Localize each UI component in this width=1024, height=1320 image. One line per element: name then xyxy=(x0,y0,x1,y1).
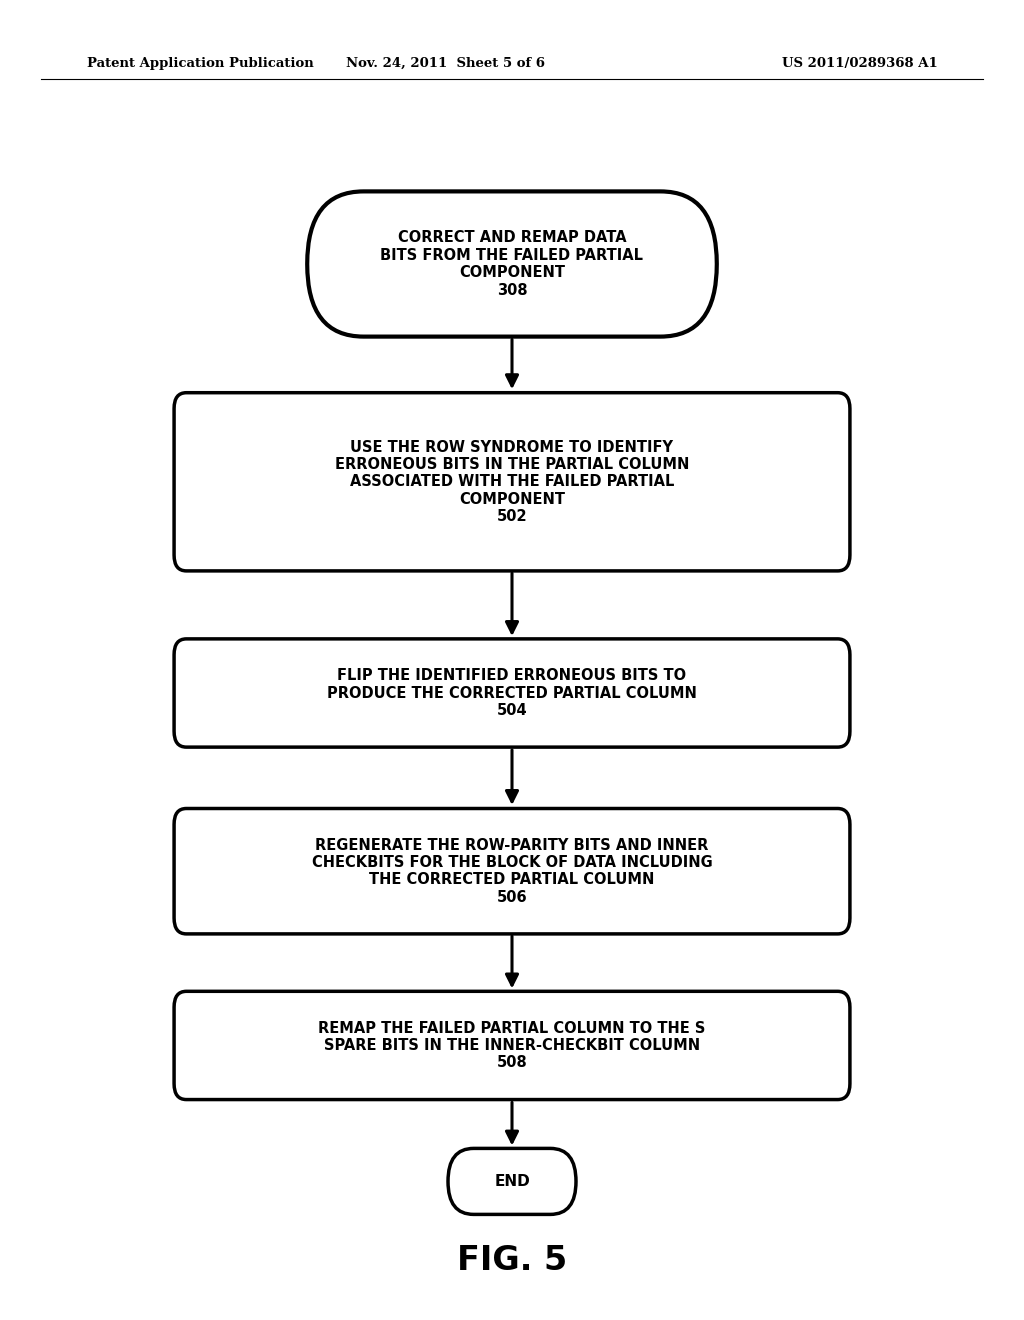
Text: REMAP THE FAILED PARTIAL COLUMN TO THE S
SPARE BITS IN THE INNER-CHECKBIT COLUMN: REMAP THE FAILED PARTIAL COLUMN TO THE S… xyxy=(318,1020,706,1071)
FancyBboxPatch shape xyxy=(307,191,717,337)
Text: CORRECT AND REMAP DATA
BITS FROM THE FAILED PARTIAL
COMPONENT
308: CORRECT AND REMAP DATA BITS FROM THE FAI… xyxy=(381,231,643,297)
Text: REGENERATE THE ROW-PARITY BITS AND INNER
CHECKBITS FOR THE BLOCK OF DATA INCLUDI: REGENERATE THE ROW-PARITY BITS AND INNER… xyxy=(311,838,713,904)
FancyBboxPatch shape xyxy=(174,808,850,935)
Text: USE THE ROW SYNDROME TO IDENTIFY
ERRONEOUS BITS IN THE PARTIAL COLUMN
ASSOCIATED: USE THE ROW SYNDROME TO IDENTIFY ERRONEO… xyxy=(335,440,689,524)
FancyBboxPatch shape xyxy=(174,991,850,1100)
FancyBboxPatch shape xyxy=(174,639,850,747)
Text: END: END xyxy=(495,1173,529,1189)
FancyBboxPatch shape xyxy=(449,1148,575,1214)
Text: Nov. 24, 2011  Sheet 5 of 6: Nov. 24, 2011 Sheet 5 of 6 xyxy=(346,57,545,70)
FancyBboxPatch shape xyxy=(174,393,850,570)
Text: US 2011/0289368 A1: US 2011/0289368 A1 xyxy=(782,57,938,70)
Text: FLIP THE IDENTIFIED ERRONEOUS BITS TO
PRODUCE THE CORRECTED PARTIAL COLUMN
504: FLIP THE IDENTIFIED ERRONEOUS BITS TO PR… xyxy=(327,668,697,718)
Text: FIG. 5: FIG. 5 xyxy=(457,1243,567,1278)
Text: Patent Application Publication: Patent Application Publication xyxy=(87,57,313,70)
